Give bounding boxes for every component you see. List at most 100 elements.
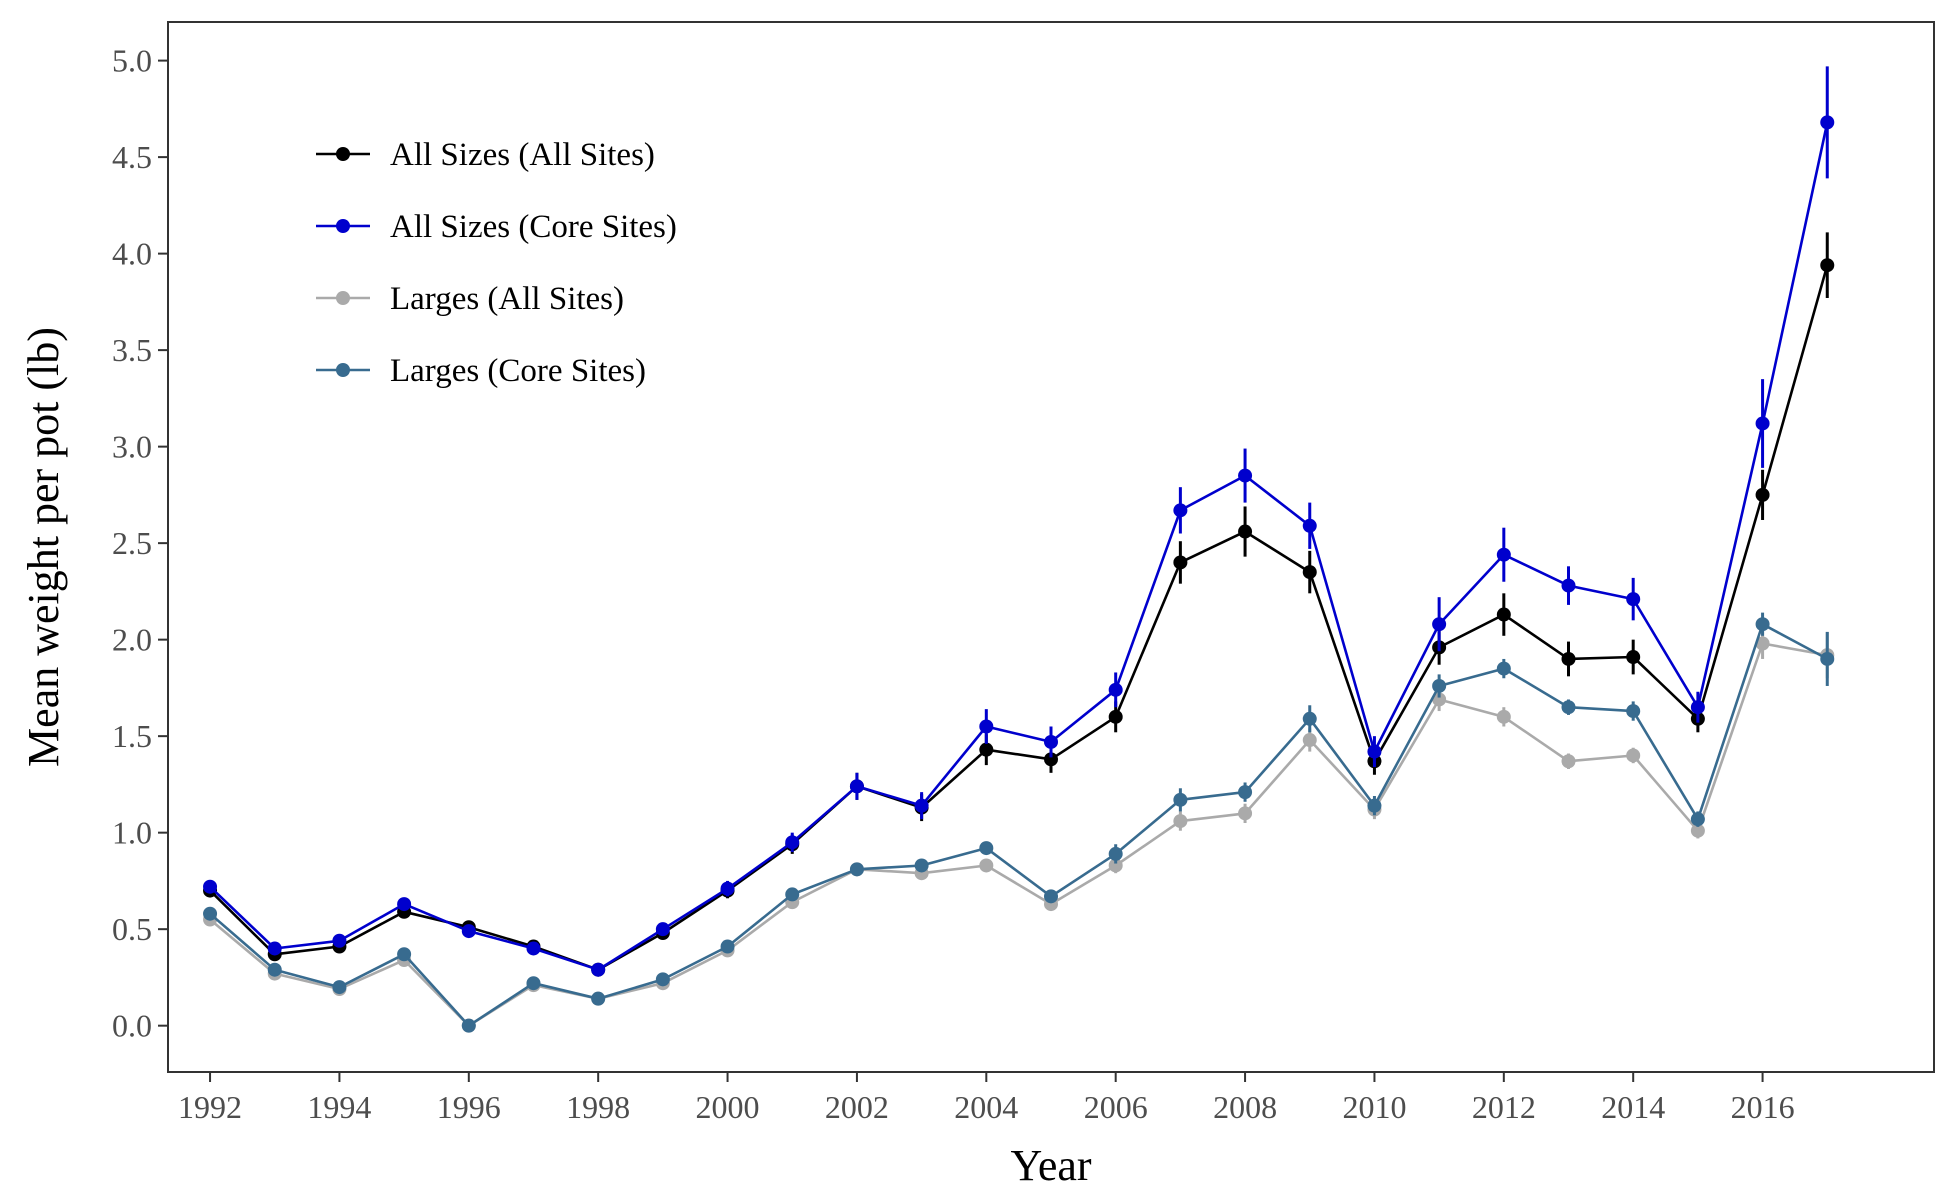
data-point	[397, 897, 412, 912]
data-point	[1626, 704, 1641, 719]
plot-series	[203, 66, 1835, 1033]
data-point	[1690, 700, 1705, 715]
legend: All Sizes (All Sites) All Sizes (Core Sit…	[316, 137, 677, 389]
plot-panel-border	[167, 21, 1935, 1073]
data-point	[720, 939, 735, 954]
legend-key-point	[336, 147, 350, 161]
data-point	[1044, 889, 1058, 904]
x-tick-label: 2012	[1472, 1089, 1536, 1125]
legend-label: Larges (All Sites)	[390, 281, 624, 317]
legend-label: Larges (Core Sites)	[390, 353, 646, 389]
series-line	[209, 264, 1829, 972]
data-point	[979, 719, 994, 734]
data-point	[914, 858, 929, 873]
data-point	[849, 862, 864, 877]
data-point	[1561, 754, 1576, 769]
legend-item: All Sizes (All Sites)	[316, 137, 655, 173]
series-line	[209, 122, 1829, 972]
x-tick-label: 1992	[178, 1089, 242, 1125]
x-tick-label: 1994	[307, 1089, 371, 1125]
data-point	[1238, 524, 1253, 539]
data-point	[1561, 578, 1576, 593]
data-point	[785, 835, 800, 850]
data-point	[914, 798, 929, 813]
legend-item: Larges (Core Sites)	[316, 353, 646, 389]
data-point	[1496, 547, 1511, 562]
data-point	[1755, 636, 1770, 651]
legend-item: Larges (All Sites)	[316, 281, 624, 317]
data-point	[1044, 734, 1058, 749]
data-point	[526, 976, 541, 991]
data-point	[1173, 555, 1188, 570]
legend-key-point	[336, 363, 350, 377]
data-point	[1044, 752, 1058, 767]
series-all-sizes-core-sites	[203, 66, 1835, 977]
data-point	[1690, 812, 1705, 827]
data-point	[1238, 468, 1253, 483]
data-point	[1496, 709, 1511, 724]
data-point	[849, 779, 864, 794]
data-point	[591, 991, 606, 1006]
data-point	[1432, 678, 1447, 693]
data-point	[1626, 592, 1641, 607]
data-point	[1820, 258, 1835, 273]
data-point	[332, 980, 347, 995]
data-point	[1173, 792, 1188, 807]
data-point	[1432, 617, 1447, 632]
data-point	[1367, 798, 1382, 813]
data-point	[461, 924, 476, 939]
data-point	[203, 879, 218, 894]
data-point	[1238, 785, 1253, 800]
series-larges-core-sites	[203, 612, 1835, 1033]
data-point	[1626, 650, 1641, 665]
x-tick-label: 2006	[1084, 1089, 1148, 1125]
data-point	[1108, 709, 1123, 724]
data-point	[203, 906, 218, 921]
data-point	[1302, 518, 1317, 533]
data-point	[1496, 661, 1511, 676]
data-point	[1755, 617, 1770, 632]
data-point	[720, 881, 735, 896]
x-tick-label: 2004	[954, 1089, 1018, 1125]
data-point	[1173, 503, 1188, 518]
data-point	[1108, 846, 1123, 861]
data-point	[1302, 711, 1317, 726]
y-tick-label: 3.5	[112, 332, 152, 368]
y-tick-label: 2.5	[112, 525, 152, 561]
y-tick-label: 1.0	[112, 815, 152, 851]
data-point	[1302, 733, 1317, 748]
x-tick-label: 2016	[1731, 1089, 1795, 1125]
y-axis-title: Mean weight per pot (lb)	[19, 327, 68, 767]
data-point	[1302, 565, 1317, 580]
series-line	[209, 622, 1828, 1027]
x-tick-label: 2000	[696, 1089, 760, 1125]
y-tick-label: 0.5	[112, 911, 152, 947]
y-axis: 0.0 0.5 1.0 1.5 2.0 2.5 3.0 3.5 4.0 4.5 5.0	[112, 43, 168, 1044]
data-point	[979, 841, 994, 856]
data-point	[1755, 416, 1770, 431]
data-point	[1561, 700, 1576, 715]
legend-key-point	[336, 219, 350, 233]
data-point	[1173, 814, 1188, 829]
data-point	[1755, 487, 1770, 502]
data-point	[1108, 682, 1123, 697]
data-point	[655, 972, 670, 987]
data-point	[1432, 692, 1447, 707]
y-tick-label: 5.0	[112, 43, 152, 79]
data-point	[591, 962, 606, 977]
data-point	[1626, 748, 1641, 763]
y-tick-label: 3.0	[112, 429, 152, 465]
legend-key-point	[336, 291, 350, 305]
y-tick-label: 2.0	[112, 622, 152, 658]
y-tick-label: 1.5	[112, 718, 152, 754]
data-point	[397, 947, 412, 962]
data-point	[1238, 806, 1253, 821]
data-point	[1108, 858, 1123, 873]
data-point	[785, 887, 800, 902]
data-point	[1820, 651, 1835, 666]
x-tick-label: 1996	[437, 1089, 501, 1125]
data-point	[332, 933, 347, 948]
y-tick-label: 4.5	[112, 139, 152, 175]
